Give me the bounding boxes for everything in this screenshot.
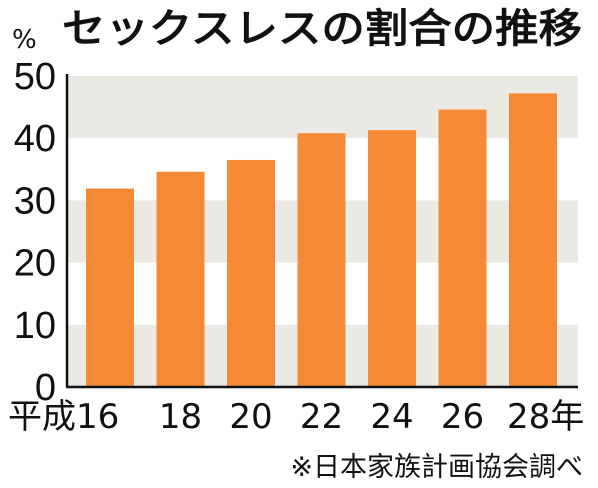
y-tick-label: 0 xyxy=(35,367,56,409)
category-label: 平成16 xyxy=(8,397,119,437)
category-label: 22 xyxy=(300,397,343,437)
bars xyxy=(86,93,557,387)
grid-band xyxy=(67,76,578,139)
y-tick-label: 20 xyxy=(14,243,56,285)
category-label: 20 xyxy=(229,397,272,437)
y-tick-label: 40 xyxy=(14,118,56,160)
source-note: ※日本家族計画協会調べ xyxy=(290,452,583,483)
category-labels: 平成16 18 20 22 24 26 28年 xyxy=(8,397,584,437)
bar xyxy=(368,130,416,387)
bar xyxy=(509,93,557,387)
bar xyxy=(86,188,134,387)
category-label: 18 xyxy=(159,397,202,437)
category-label: 26 xyxy=(441,397,484,437)
category-label: 24 xyxy=(370,397,413,437)
bar xyxy=(156,171,205,387)
bar xyxy=(438,109,487,387)
bar xyxy=(227,159,275,387)
y-tick-labels: 0 10 20 30 40 50 xyxy=(14,56,56,409)
y-tick-label: 30 xyxy=(14,180,56,222)
bar xyxy=(297,133,346,387)
unit-label: % xyxy=(12,25,37,55)
chart-title: セックスレスの割合の推移 xyxy=(62,6,582,52)
category-label: 28年 xyxy=(507,397,584,437)
y-tick-label: 10 xyxy=(14,305,56,347)
y-tick-label: 50 xyxy=(14,56,56,98)
